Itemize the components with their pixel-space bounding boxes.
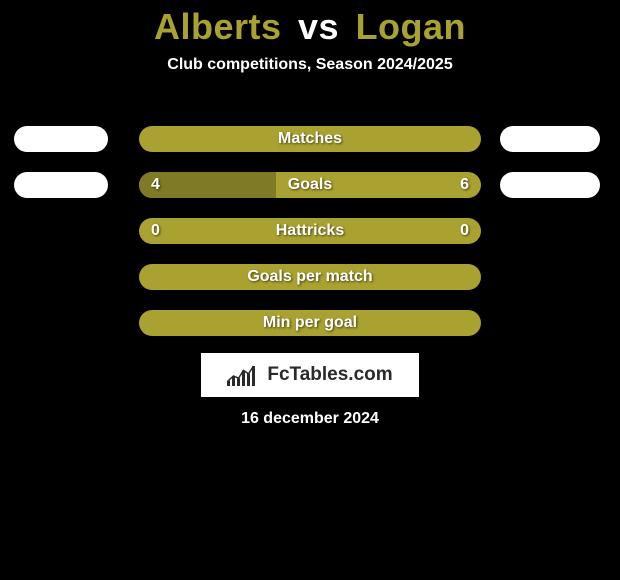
stat-row: Hattricks0 0 — [0, 208, 620, 254]
stat-bar-fill — [139, 172, 276, 198]
right-photo-pill — [500, 172, 600, 198]
stat-bar: Hattricks0 0 — [139, 218, 481, 244]
stat-label: Min per goal — [139, 310, 481, 336]
stat-right-value: 6 — [460, 172, 469, 198]
stat-label: Hattricks — [139, 218, 481, 244]
stat-row: Matches — [0, 116, 620, 162]
stat-row: Min per goal — [0, 300, 620, 346]
left-photo-pill — [14, 126, 108, 152]
stat-bar: Goals46 — [139, 172, 481, 198]
logo-text: FcTables.com — [267, 364, 392, 386]
stat-bar: Goals per match — [139, 264, 481, 290]
vs-word: vs — [298, 6, 339, 47]
fctables-logo: FcTables.com — [201, 353, 419, 397]
stat-bar: Min per goal — [139, 310, 481, 336]
page-title: Alberts vs Logan — [0, 0, 620, 48]
stat-row: Goals per match — [0, 254, 620, 300]
player2-name: Logan — [356, 6, 466, 47]
player1-name: Alberts — [154, 6, 282, 47]
subtitle: Club competitions, Season 2024/2025 — [0, 56, 620, 74]
stat-right-value: 0 — [460, 218, 469, 244]
stat-bar: Matches — [139, 126, 481, 152]
left-photo-pill — [14, 172, 108, 198]
stat-label: Matches — [139, 126, 481, 152]
right-photo-pill — [500, 126, 600, 152]
stat-row: Goals46 — [0, 162, 620, 208]
generation-date: 16 december 2024 — [0, 410, 620, 428]
stat-label: Goals per match — [139, 264, 481, 290]
stat-rows: Matches Goals46 Hattricks0 0 Goals per match… — [0, 116, 620, 346]
comparison-infographic: Alberts vs Logan Club competitions, Seas… — [0, 0, 620, 580]
logo-chart-icon — [227, 364, 261, 386]
stat-left-value: 0 — [151, 218, 160, 244]
